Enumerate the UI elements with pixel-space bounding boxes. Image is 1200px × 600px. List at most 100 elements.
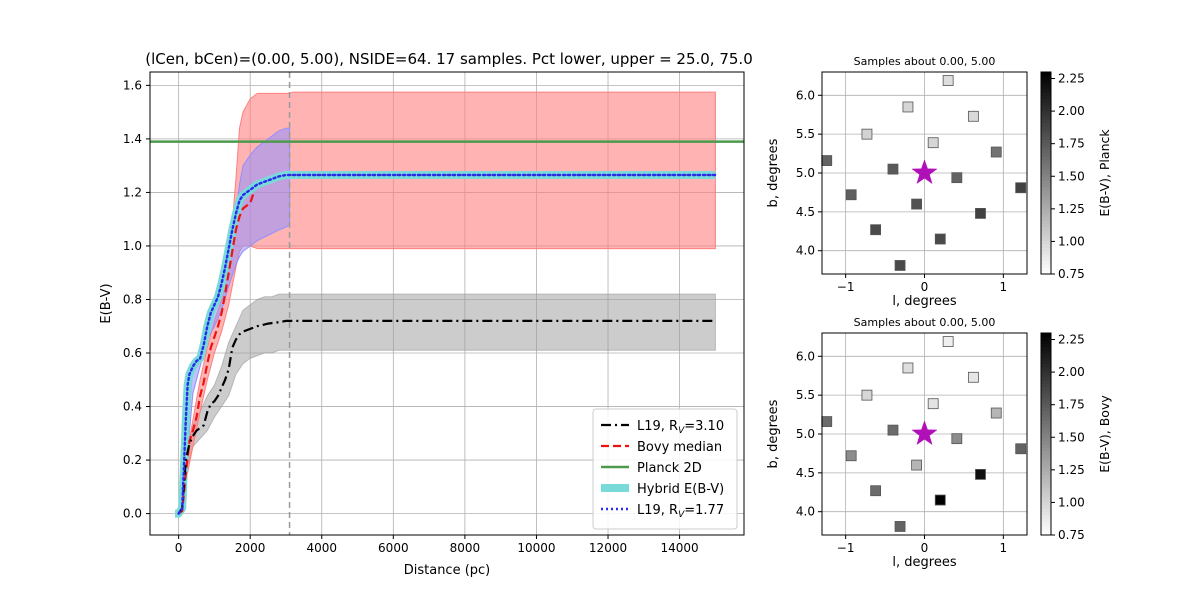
colorbar-segment	[1041, 240, 1051, 245]
colorbar-segment	[1041, 521, 1051, 526]
legend-label: Hybrid E(B-V)	[637, 482, 724, 497]
colorbar-segment	[1041, 149, 1051, 154]
x-tick-label: 1	[1000, 541, 1008, 555]
sample-marker	[845, 189, 857, 201]
colorbar-segment	[1041, 247, 1051, 252]
y-axis-label: b, degrees	[766, 138, 781, 207]
colorbar-segment	[1041, 481, 1051, 486]
legend-label: L19, RV=3.10	[637, 419, 724, 436]
sample-marker	[967, 110, 979, 122]
colorbar-segment	[1041, 524, 1051, 529]
sample-marker	[861, 389, 873, 401]
colorbar-segment	[1041, 186, 1051, 191]
y-tick-label: 4.0	[796, 244, 815, 258]
colorbar-segment	[1041, 386, 1051, 391]
colorbar-segment	[1041, 220, 1051, 225]
sample-marker	[951, 433, 963, 445]
sample-marker	[894, 521, 906, 532]
colorbar-segment	[1041, 166, 1051, 171]
colorbar-segment	[1041, 380, 1051, 385]
main-plot-title: (lCen, bCen)=(0.00, 5.00), NSIDE=64. 17 …	[145, 50, 753, 68]
colorbar-tick-label: 0.75	[1058, 528, 1085, 542]
colorbar-segment	[1041, 454, 1051, 459]
colorbar-segment	[1041, 417, 1051, 422]
colorbar-segment	[1041, 467, 1051, 472]
x-tick-label: 0	[921, 280, 929, 294]
colorbar-segment	[1041, 501, 1051, 506]
colorbar-segment	[1041, 216, 1051, 221]
colorbar-segment	[1041, 263, 1051, 268]
sample-marker	[821, 155, 833, 166]
colorbar-segment	[1041, 206, 1051, 211]
colorbar-segment	[1041, 349, 1051, 354]
legend-label-subscript: V	[678, 426, 685, 436]
bovy-median-line	[177, 192, 255, 515]
sample-marker	[942, 75, 954, 86]
colorbar-tick-label: 1.50	[1058, 169, 1085, 183]
colorbar-segment	[1041, 396, 1051, 401]
sample-marker	[967, 371, 979, 383]
colorbar-segment	[1041, 353, 1051, 358]
colorbar-segment	[1041, 139, 1051, 144]
sample-marker	[927, 137, 939, 149]
sample-marker	[902, 362, 914, 374]
colorbar-segment	[1041, 193, 1051, 198]
colorbar-segment	[1041, 430, 1051, 435]
colorbar-segment	[1041, 420, 1051, 425]
colorbar-segment	[1041, 474, 1051, 479]
colorbar-label: E(B-V), Bovy	[1097, 395, 1112, 473]
y-tick-label: 0.8	[123, 292, 142, 306]
colorbar-segment	[1041, 105, 1051, 110]
legend-label: L19, RV=1.77	[637, 503, 724, 520]
colorbar-segment	[1041, 233, 1051, 238]
colorbar-segment	[1041, 346, 1051, 351]
colorbar-segment	[1041, 356, 1051, 361]
colorbar-segment	[1041, 250, 1051, 255]
colorbar-tick-label: 2.00	[1058, 104, 1085, 118]
colorbar-segment	[1041, 253, 1051, 258]
colorbar-segment	[1041, 531, 1051, 536]
x-tick-label: 6000	[378, 541, 409, 555]
sample-marker	[951, 172, 963, 184]
colorbar-segment	[1041, 373, 1051, 378]
colorbar-tick-label: 2.25	[1058, 72, 1085, 86]
legend-label: Planck 2D	[637, 461, 702, 476]
y-axis-label: E(B-V)	[99, 283, 114, 323]
y-tick-label: 6.0	[796, 349, 815, 363]
colorbar-segment	[1041, 437, 1051, 442]
sample-marker	[990, 146, 1002, 158]
colorbar-segment	[1041, 156, 1051, 161]
colorbar-segment	[1041, 464, 1051, 469]
colorbar-segment	[1041, 413, 1051, 418]
y-tick-label: 5.0	[796, 166, 815, 180]
center-star-marker	[911, 159, 938, 185]
colorbar-segment	[1041, 444, 1051, 449]
colorbar-segment	[1041, 403, 1051, 408]
colorbar-tick-label: 2.25	[1058, 333, 1085, 347]
l19-rv310-line	[177, 319, 716, 515]
y-axis-label: b, degrees	[766, 399, 781, 468]
legend-label-main: Planck 2D	[637, 461, 702, 476]
colorbar-segment	[1041, 487, 1051, 492]
colorbar-segment	[1041, 210, 1051, 214]
colorbar-segment	[1041, 78, 1051, 83]
legend-label-main: Hybrid E(B-V)	[637, 482, 724, 497]
sample-marker	[942, 336, 954, 347]
legend-box	[592, 408, 738, 530]
y-tick-label: 0.4	[123, 400, 142, 414]
colorbar-segment	[1041, 189, 1051, 194]
colorbar-segment	[1041, 98, 1051, 103]
colorbar-segment	[1041, 477, 1051, 482]
colorbar-tick-label: 1.75	[1058, 137, 1085, 151]
colorbar-tick-label: 2.00	[1058, 365, 1085, 379]
colorbar-tick-label: 1.00	[1058, 234, 1085, 248]
y-tick-label: 4.5	[796, 466, 815, 480]
subplot-title: Samples about 0.00, 5.00	[854, 55, 996, 68]
y-tick-label: 1.0	[123, 239, 142, 253]
sample-marker	[1015, 182, 1027, 194]
x-axis-label: l, degrees	[892, 294, 956, 309]
colorbar-segment	[1041, 267, 1051, 272]
y-tick-label: 0.6	[123, 346, 142, 360]
sample-marker	[887, 424, 899, 436]
